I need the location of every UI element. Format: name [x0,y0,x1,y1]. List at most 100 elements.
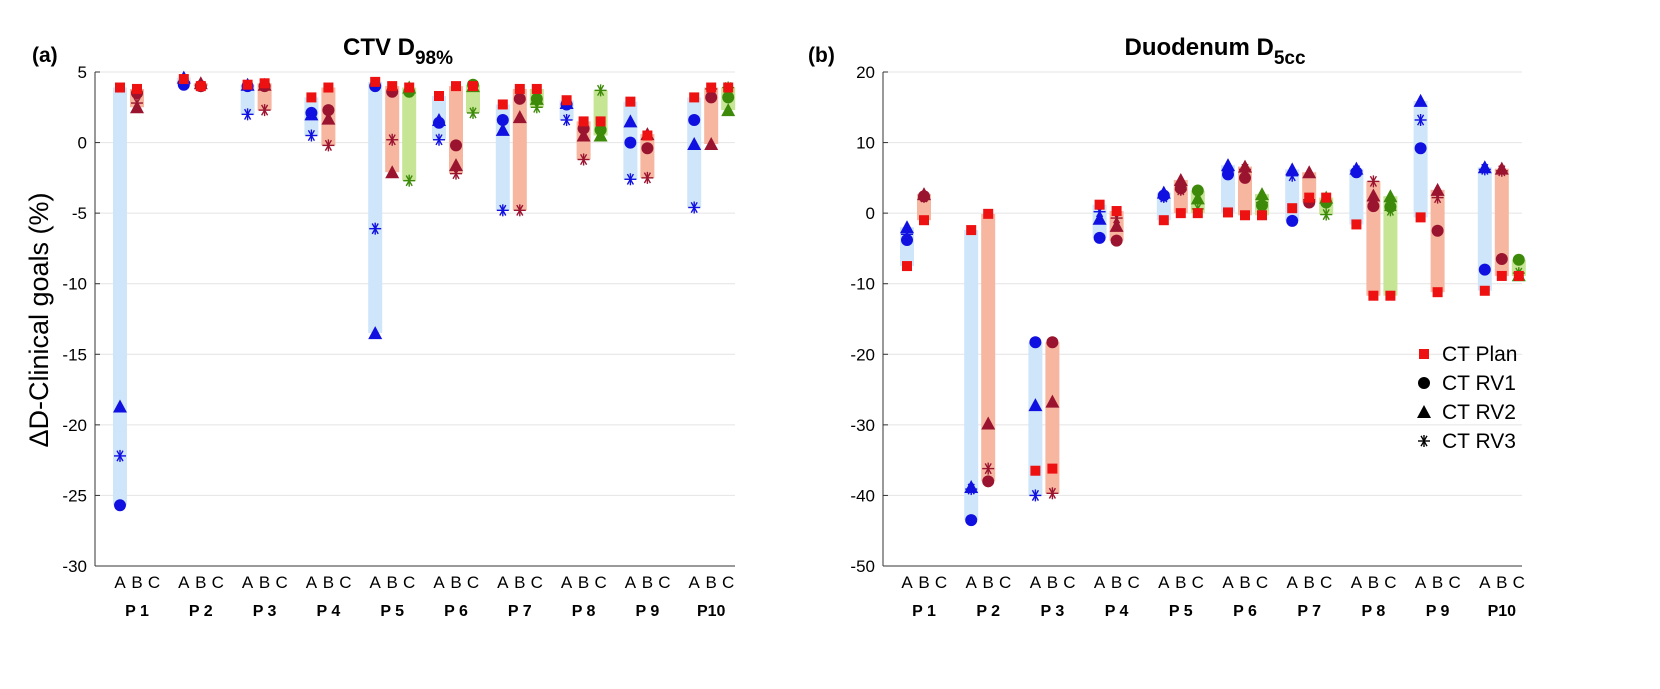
rv1-marker [1478,263,1491,276]
plan-marker [451,81,461,92]
rv1-marker [1157,189,1170,202]
y-tick-label: -5 [72,204,87,223]
rv1-marker [918,190,930,203]
group-letter-label: B [983,573,994,592]
y-tick-label: 0 [866,204,875,223]
plan-marker [1094,199,1105,210]
range-band [385,86,400,173]
plan-marker [1321,192,1332,203]
group-letter-label: B [1047,573,1058,592]
rv3-marker [577,153,590,166]
rv2-marker [1477,160,1492,174]
category-label: P10 [697,603,726,620]
plan-marker [531,83,542,94]
y-tick-label: -15 [62,345,87,364]
group-letter-label: A [306,573,318,592]
category-label: P 9 [1426,603,1450,620]
rv3-marker [688,201,701,214]
rv1-marker [1286,214,1299,227]
rv2-marker [1366,188,1381,202]
category-label: P 2 [976,603,1000,620]
rv2-marker [1190,191,1205,205]
group-letter-label: A [1222,573,1234,592]
plan-marker [723,82,734,93]
rv2-marker [1302,165,1317,179]
group-letter-label: B [131,573,142,592]
group-letter-label: B [259,573,270,592]
rv1-marker [322,104,335,117]
group-letter-label: C [467,573,479,592]
rv2-marker [623,114,638,128]
y-tick-label: 10 [856,134,875,153]
range-band [1349,168,1364,225]
rv2-marker [1430,182,1445,196]
plan-marker [1223,207,1233,218]
rv1-marker [1029,336,1042,349]
rv1-marker [1431,224,1444,237]
group-letter-label: B [514,573,525,592]
group-letter-label: B [1111,573,1122,592]
range-band [1477,167,1492,291]
rv2-marker [900,220,914,234]
rv3-marker [560,113,573,126]
category-label: P 5 [1169,603,1193,620]
rv2-marker [130,100,144,114]
category-label: P 4 [1105,603,1129,620]
category-label: P 2 [189,603,213,620]
group-letter-label: A [1415,573,1427,592]
rv2-marker [1255,187,1269,201]
panel-title-main: Duodenum D [1124,34,1273,61]
group-letter-label: C [1448,573,1460,592]
group-letter-label: C [148,573,160,592]
rv1-marker [1495,253,1508,266]
rv2-marker [964,479,979,493]
group-letter-label: C [212,573,224,592]
rv3-marker [982,462,995,475]
legend: CT Plan CT RV1 CT RV2 CT RV3 [1417,343,1517,453]
category-label: P 3 [1041,603,1065,620]
plan-marker [1175,208,1186,219]
rv3-marker [1029,489,1042,502]
rv2-marker [1092,211,1107,225]
rv1-marker [1191,184,1204,197]
plan-marker [370,76,381,87]
range-band [113,87,127,506]
panel-label: (b) [808,44,835,67]
plan-marker [497,99,508,110]
rv3-marker [241,108,254,121]
range-band [981,213,996,482]
plan-marker [1240,210,1250,221]
legend-label: CT RV3 [1442,430,1516,453]
plan-marker [1496,270,1507,281]
plan-marker [259,78,270,89]
rv2-marker [113,399,127,413]
range-band [240,84,255,115]
rv2-marker [1173,172,1188,186]
rv1-marker [450,139,462,152]
plan-marker [966,225,977,236]
panel-title: Duodenum D5cc [1124,34,1305,69]
category-label: P 6 [1233,603,1257,620]
plan-marker [115,82,125,93]
rv1-marker [496,113,509,126]
group-letter-label: C [722,573,734,592]
category-label: P 9 [636,603,660,620]
rv2-marker [1494,161,1509,175]
plan-marker [1257,210,1267,221]
plan-marker [132,83,142,94]
y-tick-label: -50 [850,557,875,576]
group-letter-label: C [339,573,351,592]
group-letter-label: A [497,573,509,592]
group-letter-label: A [242,573,254,592]
group-letter-label: A [370,573,382,592]
plan-marker [1385,290,1396,301]
rv2-marker [721,103,736,117]
group-letter-label: B [323,573,334,592]
group-letter-label: A [114,573,126,592]
rv1-marker [1367,200,1380,213]
legend-marker-triangle [1417,405,1431,418]
plan-marker [242,79,253,90]
plan-marker [323,82,334,93]
rv1-marker [688,113,701,126]
